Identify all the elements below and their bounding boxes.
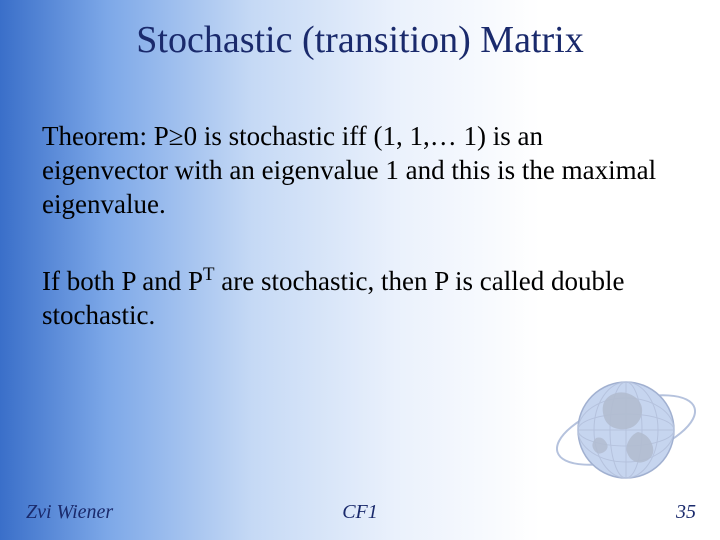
slide-body: Theorem: P≥0 is stochastic iff (1, 1,… 1… [42,120,670,333]
theorem-text-a: Theorem: P [42,121,169,151]
transpose-superscript: T [203,264,215,285]
theorem-paragraph: Theorem: P≥0 is stochastic iff (1, 1,… 1… [42,120,670,221]
globe-icon [556,360,696,500]
double-stochastic-paragraph: If both P and PT are stochastic, then P … [42,263,670,333]
slide-title: Stochastic (transition) Matrix [0,18,720,62]
slide-number: 35 [676,501,696,524]
para2-text-a: If both P and P [42,266,203,296]
footer-center: CF1 [0,501,720,524]
slide: Stochastic (transition) Matrix Theorem: … [0,0,720,540]
geq-symbol: ≥ [169,121,184,151]
